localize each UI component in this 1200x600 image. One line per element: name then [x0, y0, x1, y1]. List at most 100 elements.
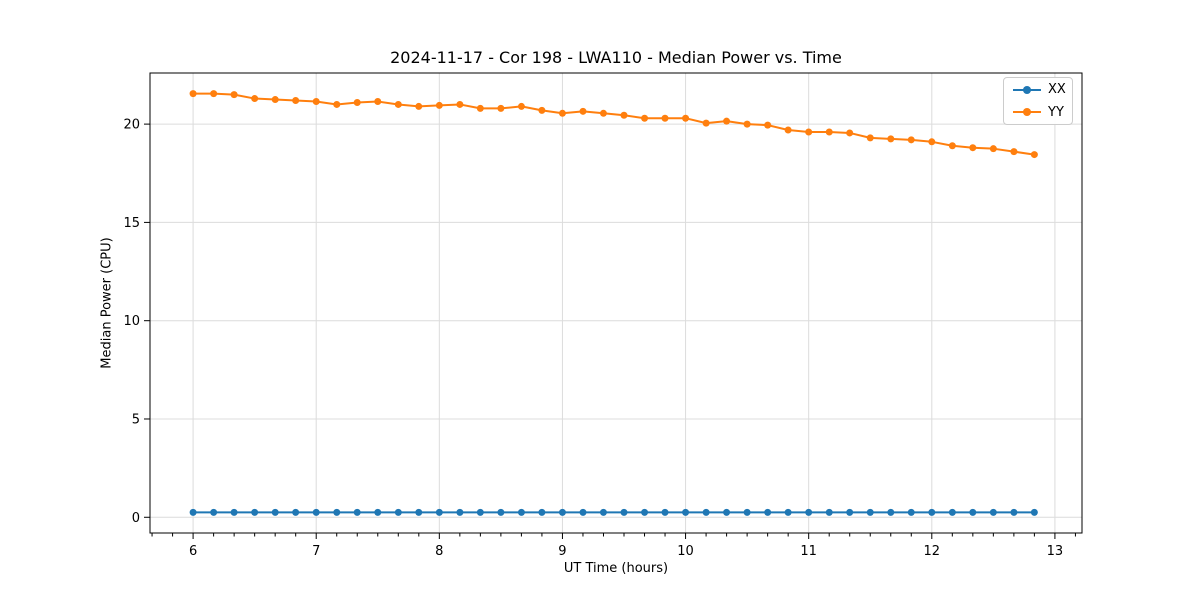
chart-title: 2024-11-17 - Cor 198 - LWA110 - Median P…	[390, 48, 842, 67]
data-point-yy	[497, 104, 505, 112]
data-point-xx	[969, 508, 977, 516]
data-point-yy	[251, 95, 259, 103]
data-point-xx	[251, 508, 259, 516]
legend: XX YY	[1003, 77, 1073, 125]
data-point-xx	[723, 508, 731, 516]
data-point-yy	[579, 107, 587, 115]
data-point-yy	[907, 136, 915, 144]
data-point-xx	[641, 508, 649, 516]
data-point-xx	[517, 508, 525, 516]
data-point-xx	[743, 508, 751, 516]
data-point-yy	[1010, 148, 1018, 156]
x-tick-label: 10	[677, 544, 694, 559]
data-point-xx	[394, 508, 402, 516]
data-point-xx	[292, 508, 300, 516]
data-point-xx	[846, 508, 854, 516]
data-point-yy	[435, 101, 443, 109]
data-point-xx	[476, 508, 484, 516]
data-point-yy	[599, 109, 607, 117]
x-axis-label: UT Time (hours)	[563, 561, 669, 576]
data-point-xx	[682, 508, 690, 516]
x-tick-label: 11	[800, 544, 817, 559]
data-point-xx	[989, 508, 997, 516]
y-tick-label: 20	[123, 118, 140, 133]
legend-label-xx: XX	[1048, 82, 1066, 98]
data-point-xx	[1030, 508, 1038, 516]
data-point-xx	[415, 508, 423, 516]
data-point-yy	[702, 119, 710, 127]
legend-item-yy: YY	[1013, 103, 1072, 123]
y-tick-label: 15	[123, 216, 140, 231]
legend-label-yy: YY	[1048, 104, 1064, 120]
data-point-xx	[374, 508, 382, 516]
data-point-xx	[928, 508, 936, 516]
data-point-yy	[394, 100, 402, 108]
data-point-yy	[846, 129, 854, 137]
legend-item-xx: XX	[1013, 80, 1072, 100]
data-point-xx	[948, 508, 956, 516]
data-point-yy	[374, 98, 382, 106]
y-tick-label: 10	[123, 314, 140, 329]
data-point-yy	[784, 126, 792, 134]
data-point-yy	[271, 96, 279, 104]
data-point-xx	[456, 508, 464, 516]
data-point-xx	[805, 508, 813, 516]
data-point-xx	[907, 508, 915, 516]
data-point-yy	[353, 98, 361, 106]
data-point-xx	[702, 508, 710, 516]
data-point-yy	[928, 138, 936, 146]
x-tick-label: 13	[1047, 544, 1064, 559]
data-point-yy	[476, 104, 484, 112]
data-point-xx	[599, 508, 607, 516]
data-point-xx	[333, 508, 341, 516]
data-point-xx	[497, 508, 505, 516]
data-point-yy	[825, 128, 833, 136]
data-point-yy	[682, 114, 690, 122]
data-point-yy	[661, 114, 669, 122]
data-point-xx	[661, 508, 669, 516]
x-tick-label: 7	[312, 544, 320, 559]
x-tick-label: 6	[189, 544, 197, 559]
data-point-xx	[620, 508, 628, 516]
data-point-xx	[312, 508, 320, 516]
data-point-xx	[825, 508, 833, 516]
data-point-yy	[743, 120, 751, 128]
data-point-yy	[558, 109, 566, 117]
x-tick-label: 8	[435, 544, 443, 559]
data-point-yy	[210, 90, 218, 98]
data-point-xx	[558, 508, 566, 516]
data-point-yy	[641, 114, 649, 122]
data-point-yy	[312, 98, 320, 106]
data-point-xx	[271, 508, 279, 516]
y-tick-label: 5	[132, 412, 140, 427]
data-point-xx	[579, 508, 587, 516]
data-point-yy	[517, 102, 525, 110]
data-point-yy	[538, 106, 546, 114]
data-point-xx	[435, 508, 443, 516]
data-point-yy	[189, 90, 197, 98]
data-point-yy	[1030, 151, 1038, 159]
legend-marker-xx-icon	[1013, 85, 1041, 94]
data-point-xx	[353, 508, 361, 516]
data-point-yy	[723, 117, 731, 125]
x-tick-label: 12	[924, 544, 941, 559]
data-point-yy	[415, 102, 423, 110]
data-point-yy	[948, 142, 956, 150]
data-point-xx	[887, 508, 895, 516]
data-point-xx	[230, 508, 238, 516]
plot-frame	[149, 72, 1083, 534]
data-point-yy	[989, 145, 997, 153]
data-point-xx	[764, 508, 772, 516]
data-point-yy	[333, 100, 341, 108]
data-point-xx	[1010, 508, 1018, 516]
x-tick-label: 9	[558, 544, 566, 559]
data-point-yy	[887, 135, 895, 143]
y-axis-label: Median Power (CPU)	[99, 237, 115, 369]
data-point-yy	[969, 144, 977, 152]
data-point-yy	[764, 121, 772, 129]
legend-marker-yy-icon	[1013, 108, 1041, 117]
y-tick-label: 0	[132, 511, 140, 526]
data-point-xx	[189, 508, 197, 516]
